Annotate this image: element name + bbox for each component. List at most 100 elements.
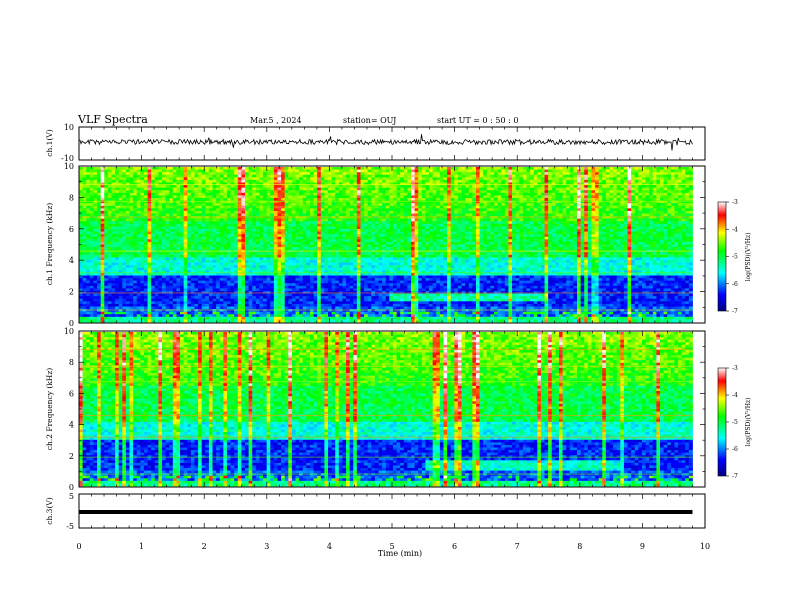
- spectrogram-cell: [122, 167, 127, 170]
- spectrogram-cell: [299, 223, 304, 227]
- spectrogram-cell: [407, 192, 412, 196]
- spectrogram-cell: [656, 221, 661, 225]
- spectrogram-cell: [266, 203, 271, 207]
- spectrogram-cell: [530, 226, 535, 230]
- spectrogram-cell: [190, 174, 195, 178]
- spectrogram-cell: [82, 203, 87, 207]
- spectrogram-cell: [281, 200, 286, 204]
- spectrogram-cell: [623, 213, 628, 217]
- spectrogram-cell: [616, 198, 621, 201]
- spectrogram-cell: [266, 229, 271, 232]
- spectrogram-cell: [447, 231, 452, 235]
- spectrogram-cell: [284, 198, 289, 201]
- spectrogram-cell: [465, 223, 470, 227]
- spectrogram-cell: [526, 216, 531, 220]
- spectrogram-cell: [248, 239, 253, 243]
- spectrogram-cell: [392, 172, 397, 176]
- spectrogram-cell: [299, 187, 304, 191]
- spectrogram-cell: [634, 172, 639, 176]
- spectrogram-cell: [291, 190, 296, 194]
- spectrogram-cell: [118, 203, 123, 207]
- spectrogram-cell: [245, 213, 250, 217]
- spectrogram-cell: [414, 239, 419, 243]
- spectrogram-cell: [627, 203, 632, 207]
- spectrogram-cell: [335, 195, 340, 199]
- spectrogram-cell: [277, 203, 282, 207]
- spectrogram-cell: [613, 208, 618, 212]
- spectrogram-cell: [356, 174, 361, 178]
- spectrogram-cell: [396, 213, 401, 217]
- spectrogram-cell: [389, 213, 394, 217]
- spectrogram-cell: [620, 205, 625, 209]
- spectrogram-cell: [551, 205, 556, 209]
- spectrogram-cell: [685, 205, 690, 209]
- spectrogram-cell: [425, 177, 430, 181]
- spectrogram-cell: [86, 200, 91, 204]
- spectrogram-cell: [468, 174, 473, 178]
- spectrogram-cell: [270, 177, 275, 181]
- spectrogram-cell: [494, 185, 499, 189]
- spectrogram-cell: [432, 210, 437, 214]
- spectrogram-cell: [515, 182, 520, 186]
- spectrogram-cell: [623, 174, 628, 178]
- spectrogram-cell: [623, 236, 628, 240]
- spectrogram-cell: [104, 218, 109, 222]
- spectrogram-cell: [461, 198, 466, 201]
- spectrogram-cell: [555, 187, 560, 191]
- spectrogram-cell: [317, 174, 322, 178]
- spectrogram-cell: [598, 236, 603, 240]
- spectrogram-cell: [533, 187, 538, 191]
- spectrogram-cell: [468, 218, 473, 222]
- spectrogram-cell: [374, 174, 379, 178]
- spectrogram-cell: [346, 192, 351, 196]
- spectrogram-cell: [270, 182, 275, 186]
- spectrogram-cell: [389, 216, 394, 220]
- spectrogram-cell: [678, 213, 683, 217]
- spectrogram-cell: [472, 223, 477, 227]
- spectrogram-cell: [100, 229, 105, 232]
- spectrogram-cell: [497, 185, 502, 189]
- spectrogram-cell: [540, 205, 545, 209]
- spectrogram-cell: [180, 205, 185, 209]
- spectrogram-cell: [118, 192, 123, 196]
- spectrogram-cell: [508, 187, 513, 191]
- spectrogram-cell: [490, 198, 495, 201]
- spectrogram-cell: [86, 229, 91, 232]
- spectrogram-cell: [595, 223, 600, 227]
- spectrogram-cell: [89, 208, 94, 212]
- spectrogram-cell: [172, 200, 177, 204]
- spectrogram-cell: [158, 172, 163, 176]
- spectrogram-cell: [403, 177, 408, 181]
- spectrogram-cell: [208, 241, 213, 245]
- spectrogram-cell: [342, 198, 347, 201]
- spectrogram-cell: [349, 169, 354, 173]
- spectrogram-cell: [674, 218, 679, 222]
- spectrogram-cell: [180, 208, 185, 212]
- spectrogram-cell: [299, 198, 304, 201]
- spectrogram-cell: [328, 208, 333, 212]
- spectrogram-cell: [129, 208, 134, 212]
- spectrogram-cell: [288, 185, 293, 189]
- spectrogram-cell: [97, 190, 102, 194]
- spectrogram-cell: [475, 167, 480, 170]
- spectrogram-cell: [598, 185, 603, 189]
- spectrogram-cell: [194, 172, 199, 176]
- spectrogram-cell: [638, 221, 643, 225]
- spectrogram-cell: [115, 179, 120, 183]
- spectrogram-cell: [208, 192, 213, 196]
- spectrogram-cell: [555, 226, 560, 230]
- spectrogram-cell: [338, 190, 343, 194]
- spectrogram-cell: [86, 195, 91, 199]
- spectrogram-cell: [154, 198, 159, 201]
- spectrogram-cell: [198, 169, 203, 173]
- spectrogram-cell: [537, 229, 542, 232]
- spectrogram-cell: [93, 185, 98, 189]
- spectrogram-cell: [504, 198, 509, 201]
- spectrogram-cell: [295, 216, 300, 220]
- spectrogram-cell: [652, 210, 657, 214]
- spectrogram-cell: [454, 218, 459, 222]
- spectrogram-cell: [143, 223, 148, 227]
- spectrogram-cell: [562, 195, 567, 199]
- spectrogram-cell: [277, 226, 282, 230]
- spectrogram-cell: [519, 192, 524, 196]
